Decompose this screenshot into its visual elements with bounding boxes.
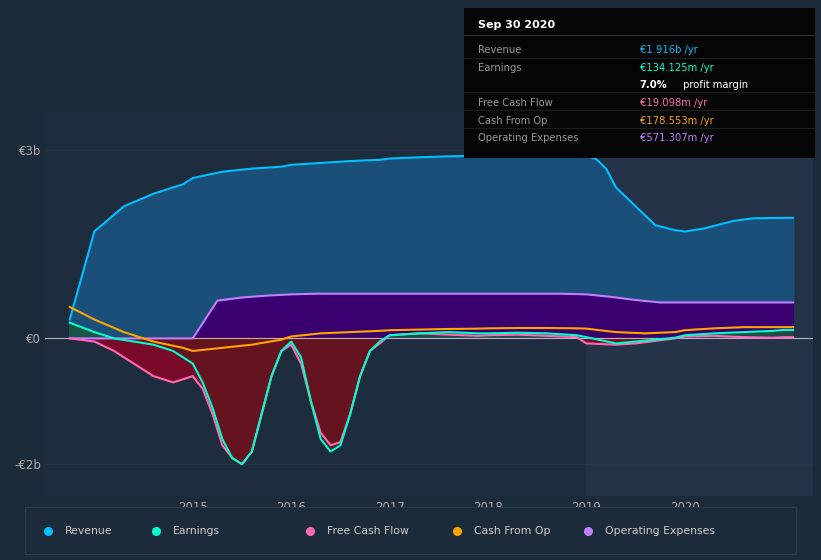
Text: Sep 30 2020: Sep 30 2020: [478, 20, 555, 30]
Text: Revenue: Revenue: [478, 45, 521, 55]
Text: Cash From Op: Cash From Op: [474, 526, 550, 535]
Text: Operating Expenses: Operating Expenses: [478, 133, 579, 143]
Text: Free Cash Flow: Free Cash Flow: [327, 526, 409, 535]
Text: 7.0%: 7.0%: [640, 80, 667, 90]
Text: €1.916b /yr: €1.916b /yr: [640, 45, 697, 55]
Text: €178.553m /yr: €178.553m /yr: [640, 115, 713, 125]
Text: profit margin: profit margin: [680, 80, 748, 90]
Text: €571.307m /yr: €571.307m /yr: [640, 133, 713, 143]
Text: Earnings: Earnings: [172, 526, 220, 535]
Text: €134.125m /yr: €134.125m /yr: [640, 63, 713, 73]
Text: Operating Expenses: Operating Expenses: [605, 526, 715, 535]
Text: Cash From Op: Cash From Op: [478, 115, 548, 125]
Bar: [586, 112, 813, 496]
Text: Earnings: Earnings: [478, 63, 521, 73]
Text: €19.098m /yr: €19.098m /yr: [640, 97, 707, 108]
Text: Free Cash Flow: Free Cash Flow: [478, 97, 553, 108]
Text: Revenue: Revenue: [65, 526, 112, 535]
